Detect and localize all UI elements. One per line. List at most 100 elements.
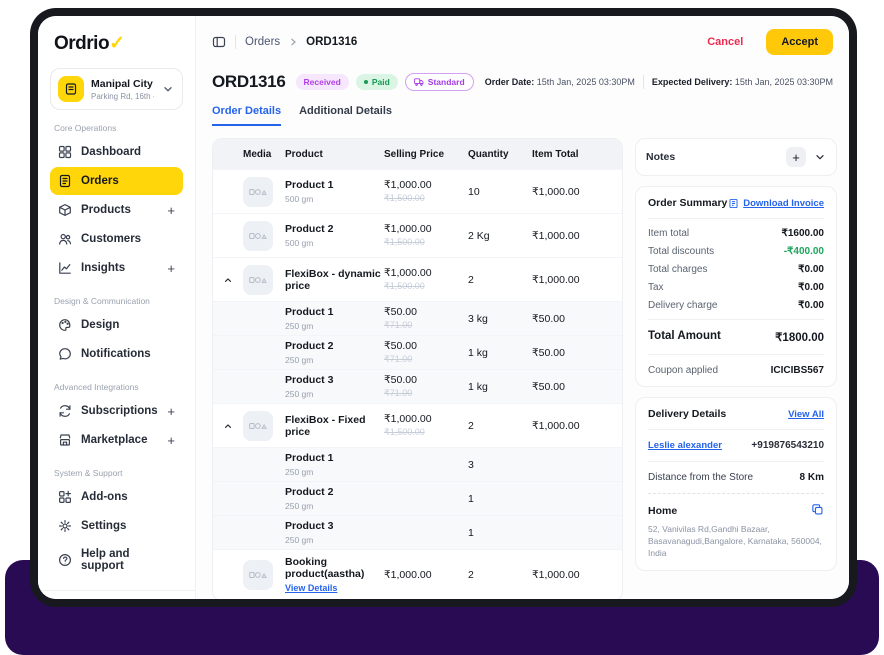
- sidebar-item-settings[interactable]: Settings: [50, 512, 183, 540]
- breadcrumb-current: ORD1316: [306, 36, 358, 48]
- sidebar-item-label: Help and support: [81, 548, 130, 572]
- tab-bar: Order Details Additional Details: [196, 92, 849, 126]
- expand-plus-icon[interactable]: +: [167, 432, 175, 448]
- subscriptions-icon: [59, 405, 71, 417]
- sidebar-item-label: Marketplace: [81, 434, 148, 446]
- table-header: Media Product Selling Price Quantity Ite…: [213, 139, 622, 169]
- marketplace-icon: [59, 434, 71, 446]
- help-icon: [58, 553, 72, 567]
- distance-value: 8 Km: [799, 472, 824, 483]
- dashboard-icon: [58, 145, 72, 159]
- customer-link[interactable]: Leslie alexander: [648, 440, 722, 451]
- sidebar-item-orders[interactable]: Orders: [50, 167, 183, 195]
- app-logo: Ordrio✓: [50, 32, 183, 55]
- shipping-badge-standard: Standard: [404, 73, 474, 91]
- notifications-icon: [59, 348, 71, 360]
- section-core-operations: Core Operations: [54, 123, 117, 133]
- coupon-row: Coupon applied ICICIBS567: [648, 354, 824, 376]
- coupon-label: Coupon applied: [648, 365, 719, 376]
- logo-text: Ordrio: [54, 33, 110, 54]
- chevron-right-icon: [291, 38, 297, 46]
- notes-chevron-down-icon[interactable]: [814, 151, 826, 163]
- collapse-chevron-icon[interactable]: [223, 275, 243, 285]
- collapse-chevron-icon[interactable]: [223, 421, 243, 431]
- divider: [642, 75, 644, 89]
- sidebar-item-label: Products: [81, 204, 131, 216]
- delivery-details-card: Delivery Details View All Leslie alexand…: [635, 397, 837, 571]
- sidebar-item-insights[interactable]: Insights +: [50, 254, 183, 282]
- orders-icon: [59, 174, 71, 188]
- copy-address-button[interactable]: [811, 503, 824, 519]
- order-dates: Order Date: 15th Jan, 2025 03:30PM Expec…: [485, 75, 833, 89]
- tab-additional-details[interactable]: Additional Details: [299, 105, 392, 117]
- store-selector[interactable]: Manipal City Parking Rd, 16th - 17th Blo…: [50, 68, 183, 110]
- sidebar-item-notifications[interactable]: Notifications: [50, 340, 183, 368]
- breadcrumb-orders[interactable]: Orders: [245, 36, 281, 48]
- media-placeholder-icon: [243, 176, 273, 207]
- media-placeholder-icon: [243, 560, 273, 590]
- order-id: ORD1316: [212, 72, 286, 91]
- divider: [235, 35, 236, 49]
- summary-row: Total discounts -₹400.00: [648, 246, 824, 257]
- add-ons-icon: [59, 490, 72, 504]
- add-note-button[interactable]: +: [786, 147, 806, 167]
- total-amount-value: ₹1800.00: [775, 332, 824, 344]
- view-details-link[interactable]: View Details: [285, 583, 338, 593]
- col-media: Media: [243, 148, 272, 160]
- sidebar-toggle-icon[interactable]: [212, 35, 226, 49]
- col-quantity: Quantity: [468, 148, 509, 160]
- sidebar-item-subscriptions[interactable]: Subscriptions +: [50, 397, 183, 425]
- section-system-support: System & Support: [54, 468, 123, 478]
- sidebar-item-dashboard[interactable]: Dashboard: [50, 138, 183, 166]
- summary-row: Delivery charge ₹0.00: [648, 300, 824, 311]
- store-address: Parking Rd, 16th - 17th Bloc...: [91, 91, 154, 101]
- cancel-button[interactable]: Cancel: [707, 36, 744, 48]
- table-subrow: Product 2 250 gm ₹50.00 ₹71.00 1 kg ₹50.00: [213, 335, 622, 369]
- user-profile[interactable]: Username m@example.com →: [38, 590, 195, 599]
- sidebar-item-add-ons[interactable]: Add-ons: [50, 483, 183, 511]
- tab-order-details[interactable]: Order Details: [212, 105, 282, 126]
- invoice-icon: [729, 198, 738, 208]
- order-summary-title: Order Summary: [648, 197, 728, 209]
- expand-plus-icon[interactable]: +: [167, 202, 175, 218]
- app-window: Ordrio✓ Manipal City Parking Rd, 16th - …: [30, 8, 857, 607]
- sidebar-item-label: Design: [81, 319, 120, 331]
- sidebar-item-design[interactable]: Design: [50, 311, 183, 339]
- order-header: ORD1316 Received Paid Standard Order Dat…: [196, 64, 849, 92]
- sidebar-item-help[interactable]: Help and support: [50, 541, 183, 579]
- sidebar-item-label: Settings: [81, 520, 127, 532]
- expand-plus-icon[interactable]: +: [167, 260, 175, 276]
- sidebar-item-marketplace[interactable]: Marketplace +: [50, 426, 183, 454]
- copy-icon: [812, 504, 823, 515]
- sidebar-item-products[interactable]: Products +: [50, 196, 183, 224]
- coupon-code: ICICIBS567: [770, 365, 824, 376]
- summary-row: Item total ₹1600.00: [648, 228, 824, 239]
- sidebar-item-customers[interactable]: Customers: [50, 225, 183, 253]
- customer-phone: +919876543210: [751, 440, 824, 451]
- sidebar-item-label: Customers: [81, 233, 142, 245]
- table-row: Product 1 500 gm ₹1,000.00 ₹1,500.00 10 ₹1…: [213, 169, 622, 213]
- table-row-booking: Booking product(aastha) View Details ₹1,0…: [213, 549, 622, 599]
- store-icon: [58, 76, 84, 102]
- col-product: Product: [285, 148, 323, 160]
- sidebar-item-label: Notifications: [81, 348, 151, 360]
- table-row-group: FlexiBox - dynamic price ₹1,000.00 ₹1,500…: [213, 257, 622, 301]
- notes-title: Notes: [646, 151, 676, 163]
- total-amount-row: Total Amount ₹1800.00: [648, 319, 824, 354]
- logo-check-icon: ✓: [109, 33, 125, 54]
- expected-delivery-value: 15th Jan, 2025 03:30PM: [734, 77, 833, 87]
- sidebar-item-label: Subscriptions: [81, 405, 158, 417]
- view-all-link[interactable]: View All: [788, 408, 824, 420]
- download-invoice-link[interactable]: Download Invoice: [728, 198, 824, 209]
- customers-icon: [59, 233, 72, 245]
- summary-row: Tax ₹0.00: [648, 282, 824, 293]
- sidebar-item-label: Dashboard: [81, 146, 142, 158]
- address-type-label: Home: [648, 505, 678, 517]
- col-item-total: Item Total: [532, 148, 579, 160]
- accept-button[interactable]: Accept: [766, 29, 833, 55]
- media-placeholder-icon: [243, 264, 273, 295]
- customer-row: Leslie alexander +919876543210: [648, 430, 824, 462]
- shipping-icon: [413, 78, 424, 86]
- expand-plus-icon[interactable]: +: [167, 403, 175, 419]
- summary-row: Total charges ₹0.00: [648, 264, 824, 275]
